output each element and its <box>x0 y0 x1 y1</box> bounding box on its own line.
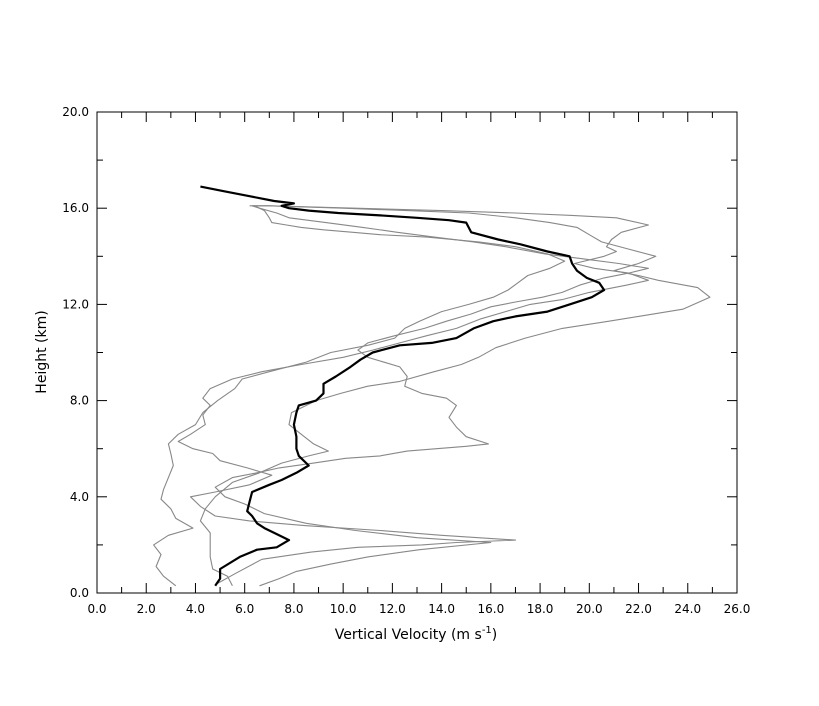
x-tick-label: 8.0 <box>284 602 303 616</box>
x-tick-label: 24.0 <box>674 602 701 616</box>
x-tick-label: 10.0 <box>330 602 357 616</box>
member-profile-line <box>153 205 566 587</box>
x-tick-label: 6.0 <box>235 602 254 616</box>
x-tick-label: 16.0 <box>477 602 504 616</box>
x-tick-label: 2.0 <box>137 602 156 616</box>
member-profile-line <box>177 205 649 584</box>
x-tick-label: 26.0 <box>724 602 751 616</box>
member-profile-line <box>214 205 649 587</box>
y-tick-label: 12.0 <box>62 297 89 311</box>
x-tick-label: 4.0 <box>186 602 205 616</box>
x-axis: 0.0 2.0 4.0 6.0 8.0 10.0 12.0 14.0 16.0 18.0 20.0 2… <box>87 112 750 616</box>
y-tick-label: 8.0 <box>70 394 89 408</box>
plot-border <box>96 111 738 594</box>
x-tick-label: 14.0 <box>428 602 455 616</box>
y-tick-label: 20.0 <box>62 105 89 119</box>
x-axis-title: Vertical Velocity (m s-1) <box>335 625 498 643</box>
x-axis-title-exponent: -1 <box>482 625 492 636</box>
x-axis-title-end: ) <box>492 627 497 643</box>
y-tick-label: 4.0 <box>70 490 89 504</box>
mean-profile-line <box>200 185 606 587</box>
member-profile-line <box>199 205 711 587</box>
x-tick-label: 22.0 <box>625 602 652 616</box>
x-tick-label: 0.0 <box>87 602 106 616</box>
y-tick-label: 0.0 <box>70 586 89 600</box>
series-layer <box>153 185 711 587</box>
y-tick-label: 16.0 <box>62 201 89 215</box>
plot-frame <box>96 111 738 594</box>
x-tick-label: 20.0 <box>576 602 603 616</box>
y-axis-title: Height (km) <box>34 310 50 393</box>
x-tick-label: 18.0 <box>527 602 554 616</box>
y-axis: 0.0 4.0 8.0 12.0 16.0 20.0 <box>62 105 737 600</box>
x-tick-label: 12.0 <box>379 602 406 616</box>
x-axis-title-main: Vertical Velocity (m s <box>335 627 482 643</box>
